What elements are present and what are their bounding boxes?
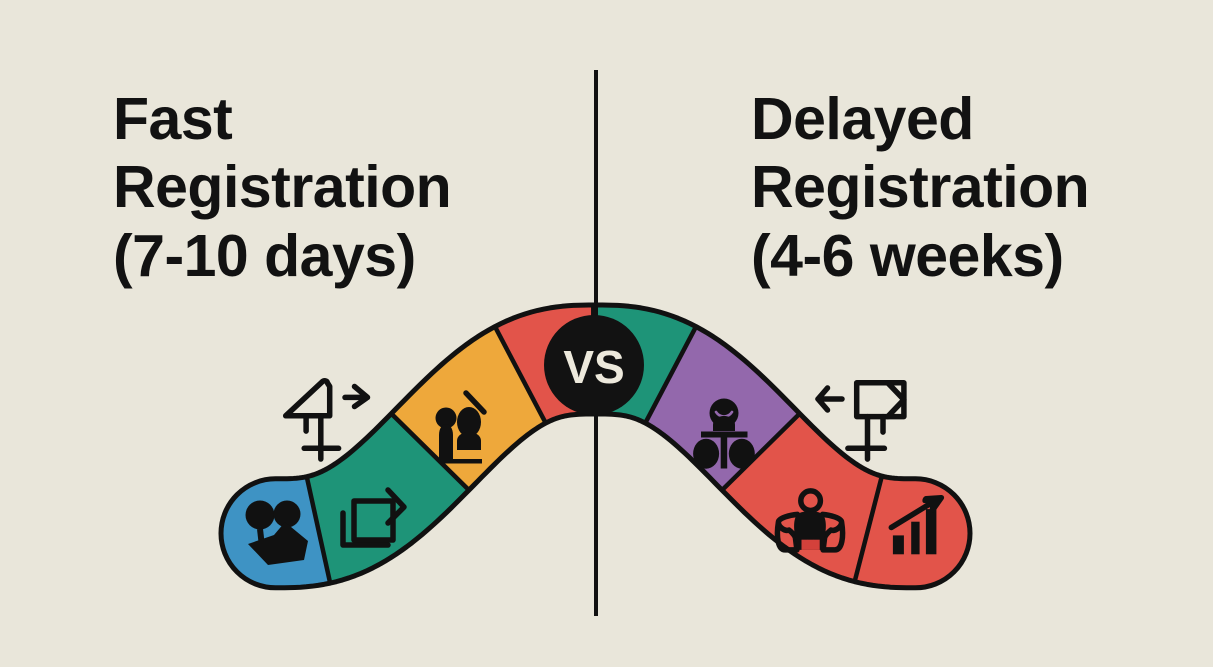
svg-text:VS: VS — [563, 341, 624, 393]
